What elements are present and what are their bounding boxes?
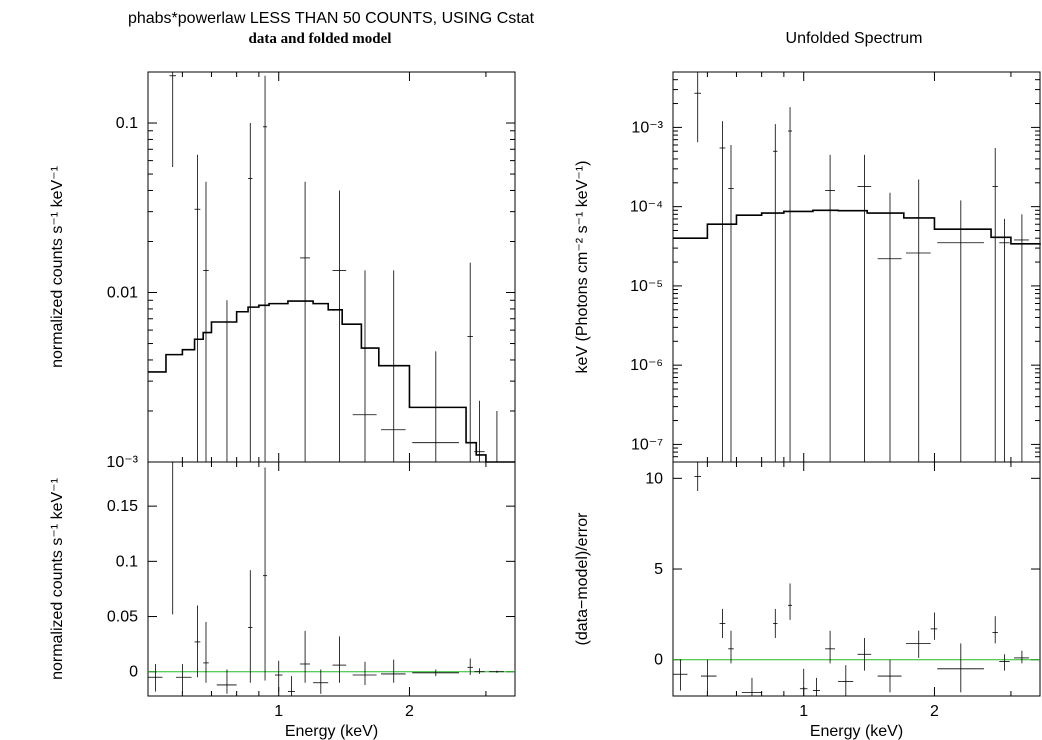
plot-frame-top-right: [672, 71, 1041, 463]
x-tick-label: 1: [274, 703, 283, 720]
plot-frame-bottom-left: [147, 461, 516, 697]
y-tick-label: 0.1: [116, 553, 138, 570]
y-tick-label: 0.01: [107, 285, 138, 302]
y-tick-label: 10⁻³: [106, 454, 138, 471]
y-tick-label: 10⁻⁷: [631, 436, 663, 453]
model-step-line: [673, 209, 1041, 245]
y-tick-label: 10⁻⁵: [630, 278, 663, 295]
y-tick-label: 10: [645, 470, 663, 487]
x-tick-label: 2: [930, 703, 939, 720]
x-axis-label: Energy (keV): [285, 723, 378, 740]
y-tick-label: 0: [654, 652, 663, 669]
left-chart-subtitle: data and folded model: [248, 31, 392, 47]
model-step-line: [148, 300, 515, 463]
y-axis-label: normalized counts s⁻¹ keV⁻¹: [49, 166, 66, 368]
y-tick-label: 0.1: [116, 115, 138, 132]
x-tick-label: 2: [405, 703, 414, 720]
x-axis-label: Energy (keV): [810, 723, 903, 740]
plot-frame-bottom-right: [672, 461, 1041, 697]
y-axis-label: normalized counts s⁻¹ keV⁻¹: [49, 478, 66, 680]
right-chart-title: Unfolded Spectrum: [785, 30, 923, 47]
x-tick-label: 1: [799, 703, 808, 720]
plot-frame-top-left: [147, 71, 516, 463]
y-tick-label: 10⁻⁶: [630, 357, 663, 374]
y-tick-label: 0: [129, 664, 138, 681]
y-tick-label: 10⁻³: [631, 119, 663, 136]
y-tick-label: 10⁻⁴: [630, 199, 663, 216]
y-tick-label: 0.15: [107, 498, 138, 515]
y-axis-label: keV (Photons cm⁻² s⁻¹ keV⁻¹): [574, 161, 591, 374]
left-chart-title: phabs*powerlaw LESS THAN 50 COUNTS, USIN…: [127, 10, 535, 27]
y-axis-label: (data−model)/error: [574, 512, 591, 646]
y-tick-label: 5: [654, 561, 663, 578]
y-tick-label: 0.05: [107, 609, 138, 626]
